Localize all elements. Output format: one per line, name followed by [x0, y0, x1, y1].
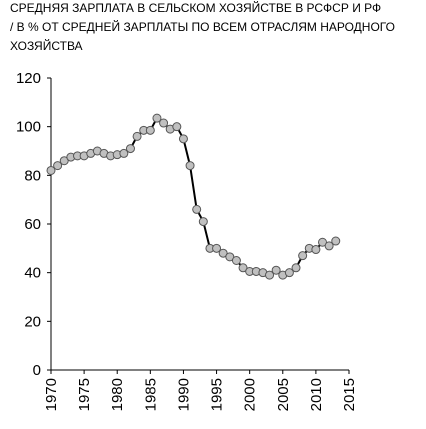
x-tick-label: 1990 [175, 378, 192, 411]
data-point [159, 118, 169, 128]
y-tick-label: 40 [24, 265, 41, 282]
data-point [145, 125, 155, 135]
data-point [132, 131, 142, 141]
data-point [284, 268, 294, 278]
data-point [324, 241, 334, 251]
data-point [298, 251, 308, 261]
data-point [53, 161, 63, 171]
data-point [271, 265, 281, 275]
x-tick-label: 2015 [341, 378, 358, 411]
y-tick-label: 0 [33, 362, 41, 379]
y-tick-label: 120 [16, 70, 41, 87]
chart-title: СРЕДНЯЯ ЗАРПЛАТА В СЕЛЬСКОМ ХОЗЯЙСТВЕ В … [10, 0, 395, 53]
data-point [178, 134, 188, 144]
series-line-group [50, 117, 337, 277]
chart-title-line-1: СРЕДНЯЯ ЗАРПЛАТА В СЕЛЬСКОМ ХОЗЯЙСТВЕ В … [10, 0, 381, 15]
data-point [119, 148, 129, 158]
series-line [50, 117, 337, 277]
y-tick-label: 60 [24, 216, 41, 233]
x-tick-label: 2005 [275, 378, 292, 411]
data-point [192, 204, 202, 214]
y-tick-labels: 0 20 40 60 80 100 120 [16, 70, 41, 379]
data-point [185, 161, 195, 171]
data-markers [46, 113, 341, 280]
chart-title-line-3: ХОЗЯЙСТВА [10, 38, 83, 53]
x-tick-label: 1980 [109, 378, 126, 411]
y-tick-label: 100 [16, 119, 41, 136]
data-point [46, 165, 56, 175]
x-tick-label: 2010 [308, 378, 325, 411]
x-tick-label: 1985 [142, 378, 159, 411]
data-point [172, 122, 182, 132]
x-tick-label: 2000 [242, 378, 259, 411]
x-tick-label: 1975 [76, 378, 93, 411]
data-point [125, 144, 135, 154]
data-point [311, 245, 321, 255]
x-tick-label: 1970 [43, 378, 60, 411]
y-tick-label: 80 [24, 167, 41, 184]
x-tick-labels: 1970 1975 1980 1985 1990 1995 2000 2005 2010 2015 [43, 378, 358, 411]
data-point [331, 236, 341, 246]
x-tick-label: 1995 [209, 378, 226, 411]
data-point [291, 263, 301, 273]
data-point [265, 270, 275, 280]
y-tick-label: 20 [24, 313, 41, 330]
chart-title-line-2: / В % ОТ СРЕДНЕЙ ЗАРПЛАТЫ ПО ВСЕМ ОТРАСЛ… [10, 19, 395, 34]
data-point [231, 256, 241, 265]
data-point [198, 217, 208, 227]
axes [47, 77, 350, 374]
data-point [212, 243, 222, 253]
data-point [152, 113, 162, 123]
